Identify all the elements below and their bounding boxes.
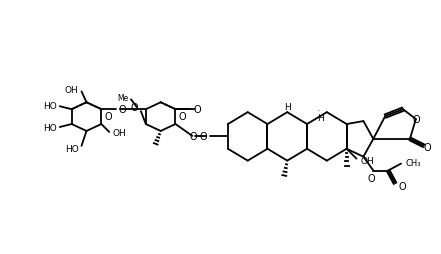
Text: O: O bbox=[199, 131, 207, 141]
Text: Me: Me bbox=[117, 93, 128, 102]
Text: O: O bbox=[190, 131, 197, 141]
Text: O: O bbox=[193, 105, 201, 115]
Text: CH₃: CH₃ bbox=[406, 158, 422, 167]
Text: OH: OH bbox=[360, 156, 374, 165]
Text: O: O bbox=[367, 174, 375, 184]
Text: HO: HO bbox=[43, 101, 57, 110]
Text: O: O bbox=[424, 142, 432, 152]
Text: O: O bbox=[412, 115, 420, 125]
Text: O: O bbox=[179, 112, 186, 122]
Text: O: O bbox=[104, 112, 112, 122]
Text: OH: OH bbox=[65, 86, 78, 94]
Text: O: O bbox=[130, 103, 138, 113]
Text: OH: OH bbox=[112, 129, 126, 138]
Text: HO: HO bbox=[43, 124, 57, 133]
Text: H: H bbox=[318, 113, 324, 122]
Text: HO: HO bbox=[65, 145, 78, 154]
Text: H: H bbox=[284, 102, 291, 111]
Text: O: O bbox=[398, 182, 406, 192]
Text: O: O bbox=[118, 105, 126, 115]
